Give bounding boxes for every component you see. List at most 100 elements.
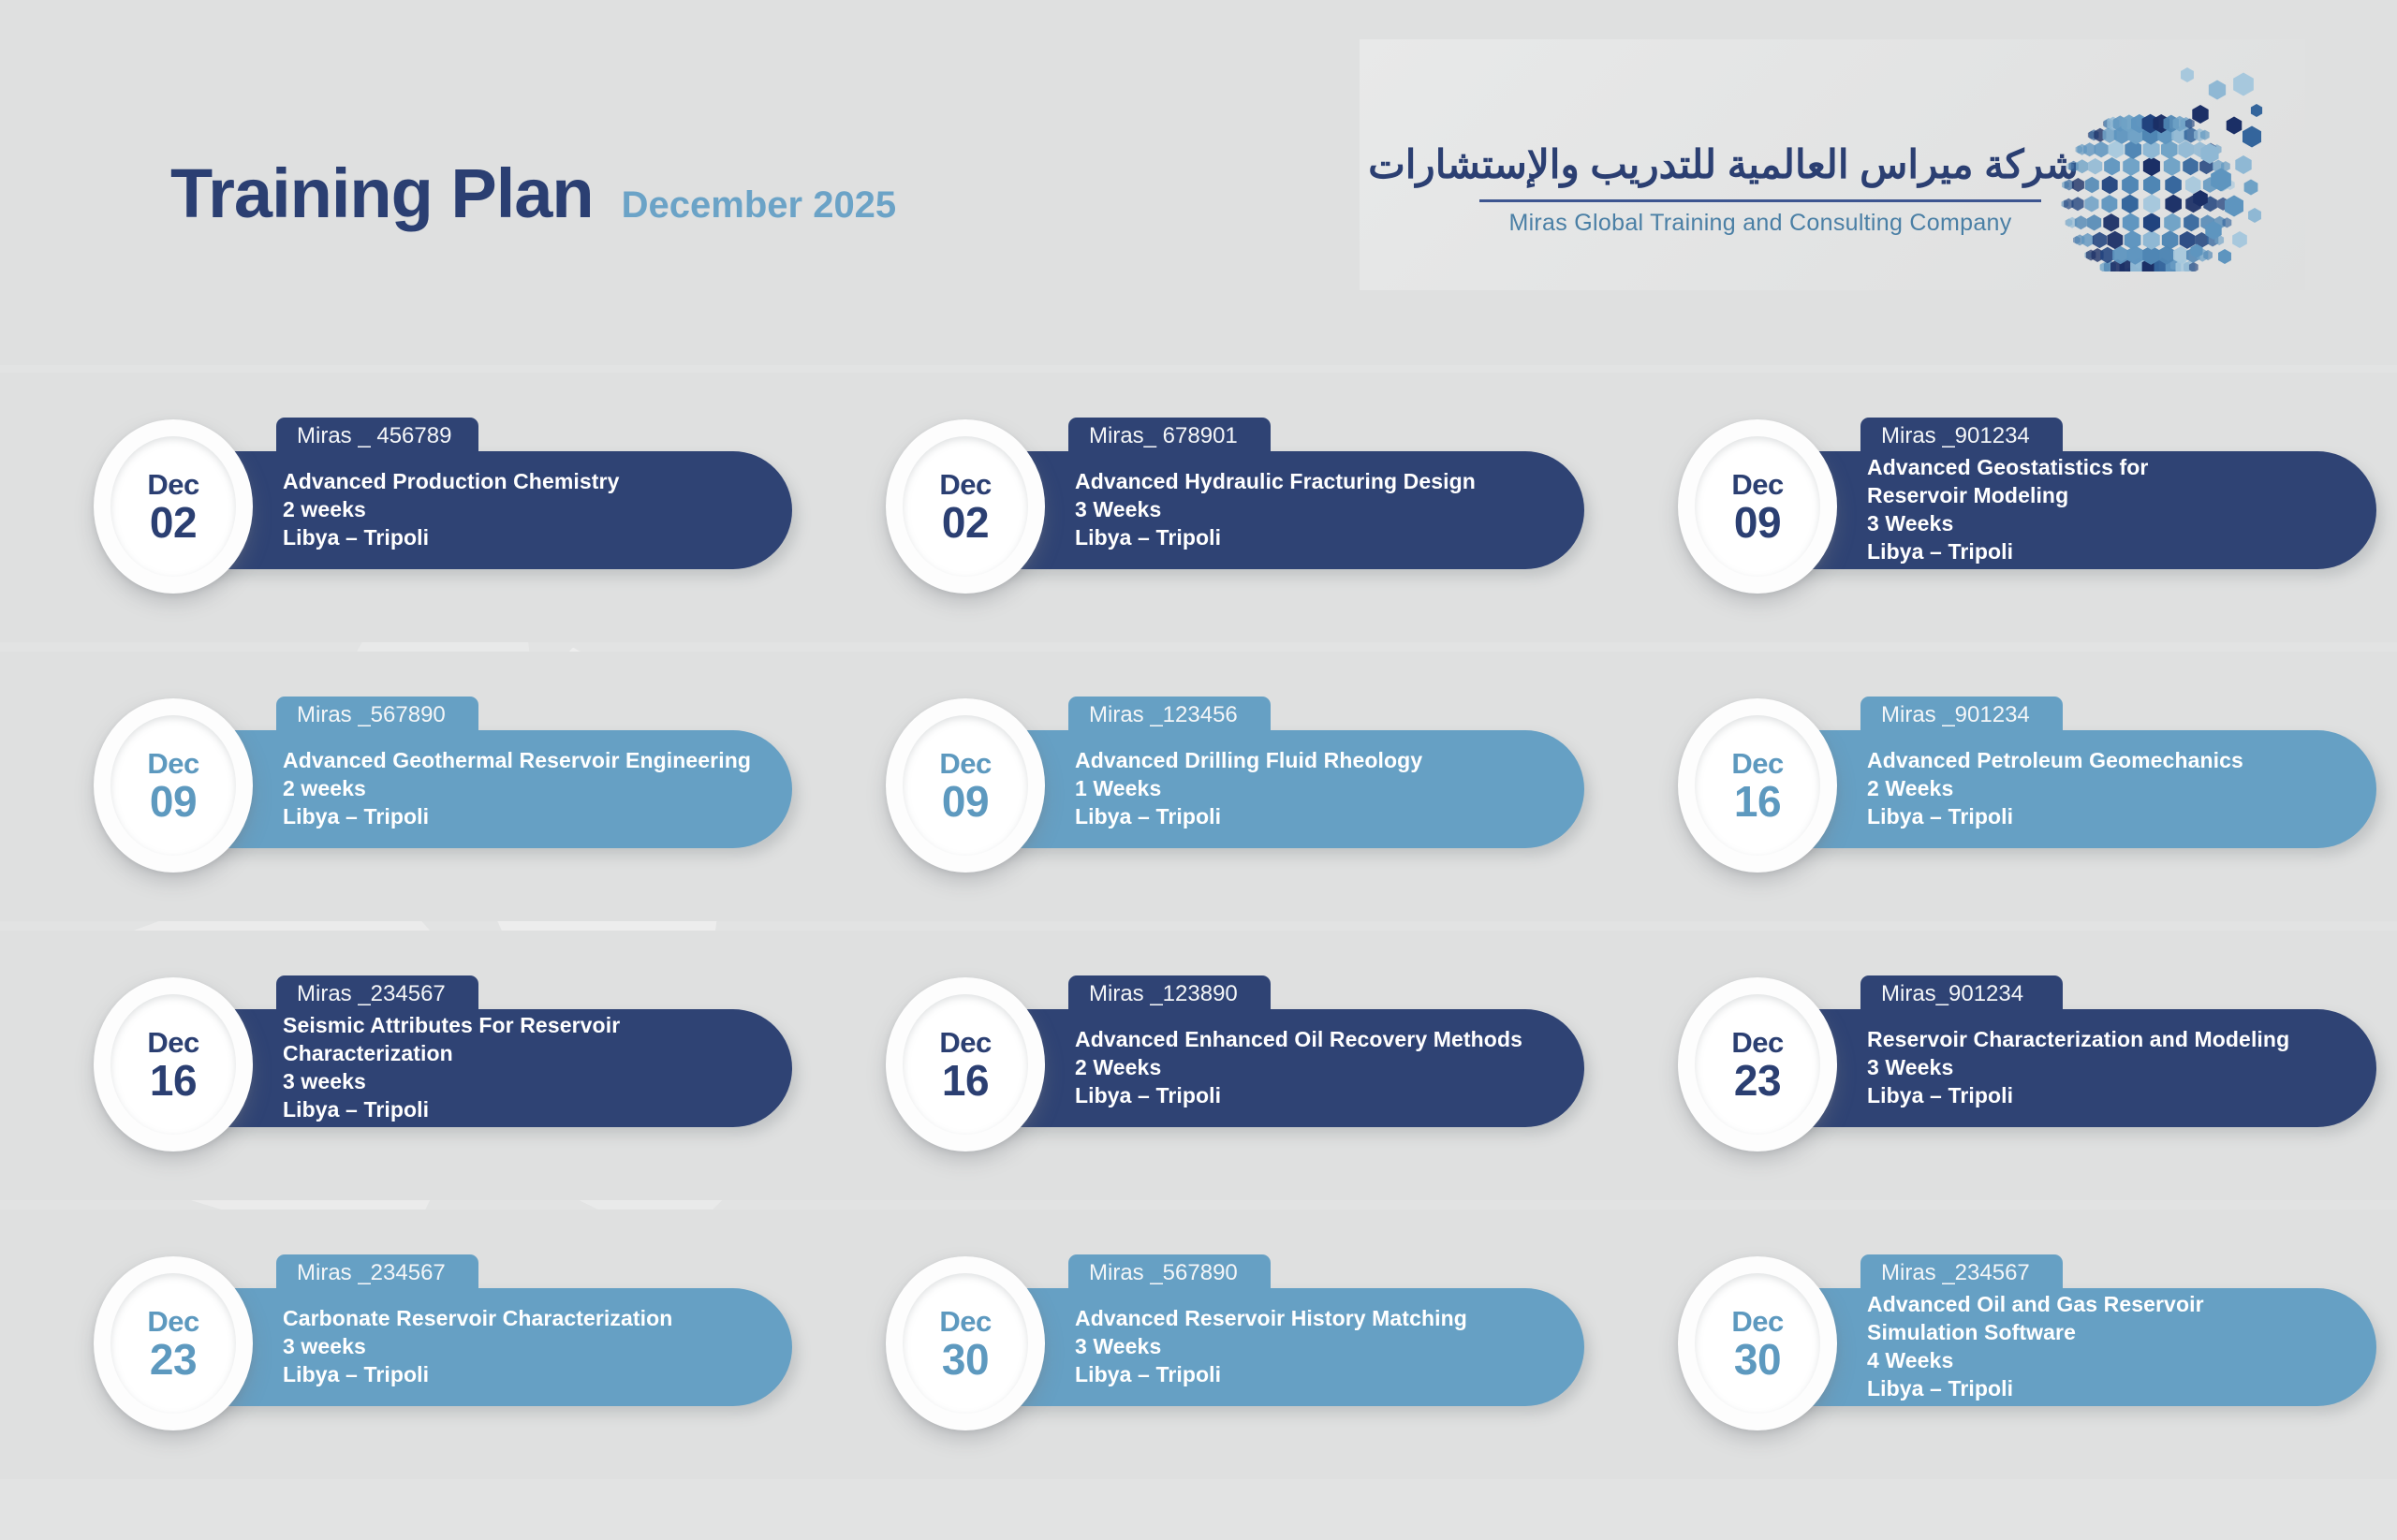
date-day: 09: [941, 776, 990, 826]
course-detail-lines: Advanced Reservoir History Matching 3 Wee…: [1075, 1305, 1547, 1389]
course-detail-pill: Advanced Oil and Gas Reservoir Simulation…: [1772, 1288, 2376, 1406]
date-badge: Dec 30: [1678, 1256, 1837, 1430]
date-badge: Dec 16: [94, 977, 253, 1151]
course-card[interactable]: Miras _ 456789 Advanced Production Chemis…: [94, 373, 792, 642]
date-badge-inner: Dec 09: [110, 715, 236, 856]
course-title: Advanced Drilling Fluid Rheology: [1075, 748, 1423, 773]
date-month: Dec: [1731, 1304, 1784, 1338]
course-detail-line: 2 Weeks: [1867, 776, 1954, 801]
date-month: Dec: [147, 1304, 199, 1338]
course-location: Libya – Tripoli: [1867, 1375, 2014, 1401]
course-card[interactable]: Miras _123890 Advanced Enhanced Oil Recov…: [886, 931, 1584, 1200]
date-badge: Dec 16: [886, 977, 1045, 1151]
course-detail-line: 2 weeks: [283, 497, 366, 522]
course-card[interactable]: Miras _567890 Advanced Geothermal Reservo…: [94, 652, 792, 921]
date-month: Dec: [1731, 467, 1784, 501]
page-title: Training Plan December 2025: [170, 159, 896, 228]
date-month: Dec: [939, 1025, 992, 1059]
course-card[interactable]: Miras_ 678901 Advanced Hydraulic Fracturi…: [886, 373, 1584, 642]
course-detail-pill: Advanced Production Chemistry 2 weeks Liby…: [187, 451, 792, 569]
course-code-tab: Miras _901234: [1860, 697, 2063, 734]
course-detail-line: 3 Weeks: [1867, 511, 1954, 535]
date-badge-inner: Dec 30: [903, 1273, 1028, 1414]
course-location: Libya – Tripoli: [1867, 1082, 2014, 1107]
course-card[interactable]: Miras _234567 Advanced Oil and Gas Reserv…: [1678, 1210, 2376, 1479]
course-detail-line: 1 Weeks: [1075, 776, 1162, 801]
logo-divider: [1479, 198, 2041, 202]
course-card[interactable]: Miras _234567 Carbonate Reservoir Charact…: [94, 1210, 792, 1479]
course-card[interactable]: Miras _901234 Advanced Petroleum Geomecha…: [1678, 652, 2376, 921]
course-detail-lines: Advanced Petroleum Geomechanics 2 Weeks Li…: [1867, 747, 2339, 831]
course-title: Advanced Reservoir History Matching: [1075, 1306, 1467, 1331]
course-code-tab: Miras _123890: [1068, 975, 1271, 1013]
course-code-tab: Miras _123456: [1068, 697, 1271, 734]
course-code-tab: Miras _234567: [276, 975, 478, 1013]
course-location: Libya – Tripoli: [1075, 1361, 1222, 1386]
date-badge-inner: Dec 02: [903, 436, 1028, 577]
date-badge-inner: Dec 23: [110, 1273, 236, 1414]
course-detail-line: Reservoir Modeling: [1867, 483, 2069, 508]
date-badge: Dec 16: [1678, 698, 1837, 873]
date-badge-inner: Dec 02: [110, 436, 236, 577]
date-badge: Dec 09: [1678, 419, 1837, 594]
course-title: Seismic Attributes For Reservoir: [283, 1013, 621, 1038]
course-title: Advanced Geostatistics for: [1867, 455, 2149, 480]
course-detail-line: 3 Weeks: [1075, 497, 1162, 522]
date-month: Dec: [939, 1304, 992, 1338]
course-detail-pill: Advanced Petroleum Geomechanics 2 Weeks Li…: [1772, 730, 2376, 848]
course-detail-line: 3 weeks: [283, 1334, 366, 1359]
course-detail-line: 2 Weeks: [1075, 1055, 1162, 1080]
date-month: Dec: [1731, 746, 1784, 780]
course-card[interactable]: Miras _567890 Advanced Reservoir History …: [886, 1210, 1584, 1479]
schedule-row: Miras _234567 Seismic Attributes For Rese…: [0, 931, 2397, 1200]
company-name-english: Miras Global Training and Consulting Com…: [1508, 209, 2012, 236]
course-title: Reservoir Characterization and Modeling: [1867, 1027, 2290, 1052]
course-location: Libya – Tripoli: [283, 524, 430, 550]
schedule-row: Miras _234567 Carbonate Reservoir Charact…: [0, 1210, 2397, 1479]
course-detail-lines: Advanced Geostatistics for Reservoir Mode…: [1867, 454, 2339, 566]
company-name-arabic: شركة ميراس العالمية للتدريب والإستشارات: [1368, 142, 2079, 186]
schedule-row: Miras _ 456789 Advanced Production Chemis…: [0, 373, 2397, 642]
course-detail-lines: Advanced Oil and Gas Reservoir Simulation…: [1867, 1291, 2339, 1403]
date-day: 16: [941, 1055, 990, 1105]
date-day: 09: [1733, 497, 1782, 547]
course-detail-pill: Advanced Geostatistics for Reservoir Mode…: [1772, 451, 2376, 569]
course-code-tab: Miras _234567: [276, 1254, 478, 1292]
course-code-tab: Miras _567890: [276, 697, 478, 734]
course-card[interactable]: Miras _123456 Advanced Drilling Fluid Rhe…: [886, 652, 1584, 921]
date-day: 23: [149, 1334, 198, 1384]
course-detail-pill: Advanced Enhanced Oil Recovery Methods 2 …: [979, 1009, 1584, 1127]
course-location: Libya – Tripoli: [1867, 803, 2014, 829]
date-badge-inner: Dec 16: [903, 994, 1028, 1135]
course-detail-lines: Advanced Geothermal Reservoir Engineerin…: [283, 747, 755, 831]
course-title: Advanced Oil and Gas Reservoir: [1867, 1292, 2204, 1317]
course-detail-lines: Advanced Drilling Fluid Rheology 1 Weeks L…: [1075, 747, 1547, 831]
date-badge: Dec 30: [886, 1256, 1045, 1430]
course-detail-pill: Advanced Hydraulic Fracturing Design 3 We…: [979, 451, 1584, 569]
course-card[interactable]: Miras_901234 Reservoir Characterization a…: [1678, 931, 2376, 1200]
company-logo: شركة ميراس العالمية للتدريب والإستشارات …: [1368, 140, 2079, 237]
date-badge-inner: Dec 16: [1695, 715, 1820, 856]
date-day: 30: [1733, 1334, 1782, 1384]
course-title: Advanced Production Chemistry: [283, 469, 620, 494]
course-detail-line: 3 weeks: [283, 1069, 366, 1093]
course-location: Libya – Tripoli: [1075, 524, 1222, 550]
date-month: Dec: [147, 746, 199, 780]
course-code-tab: Miras _567890: [1068, 1254, 1271, 1292]
course-location: Libya – Tripoli: [283, 803, 430, 829]
course-card[interactable]: Miras _901234 Advanced Geostatistics for R…: [1678, 373, 2376, 642]
date-month: Dec: [147, 1025, 199, 1059]
course-title: Carbonate Reservoir Characterization: [283, 1306, 673, 1331]
date-month: Dec: [1731, 1025, 1784, 1059]
schedule-row: Miras _567890 Advanced Geothermal Reservo…: [0, 652, 2397, 921]
course-detail-line: Simulation Software: [1867, 1320, 2076, 1345]
date-badge-inner: Dec 16: [110, 994, 236, 1135]
date-day: 16: [1733, 776, 1782, 826]
date-badge-inner: Dec 09: [1695, 436, 1820, 577]
date-badge: Dec 09: [94, 698, 253, 873]
course-card[interactable]: Miras _234567 Seismic Attributes For Rese…: [94, 931, 792, 1200]
course-detail-pill: Advanced Reservoir History Matching 3 Wee…: [979, 1288, 1584, 1406]
page-title-main: Training Plan: [170, 154, 595, 232]
